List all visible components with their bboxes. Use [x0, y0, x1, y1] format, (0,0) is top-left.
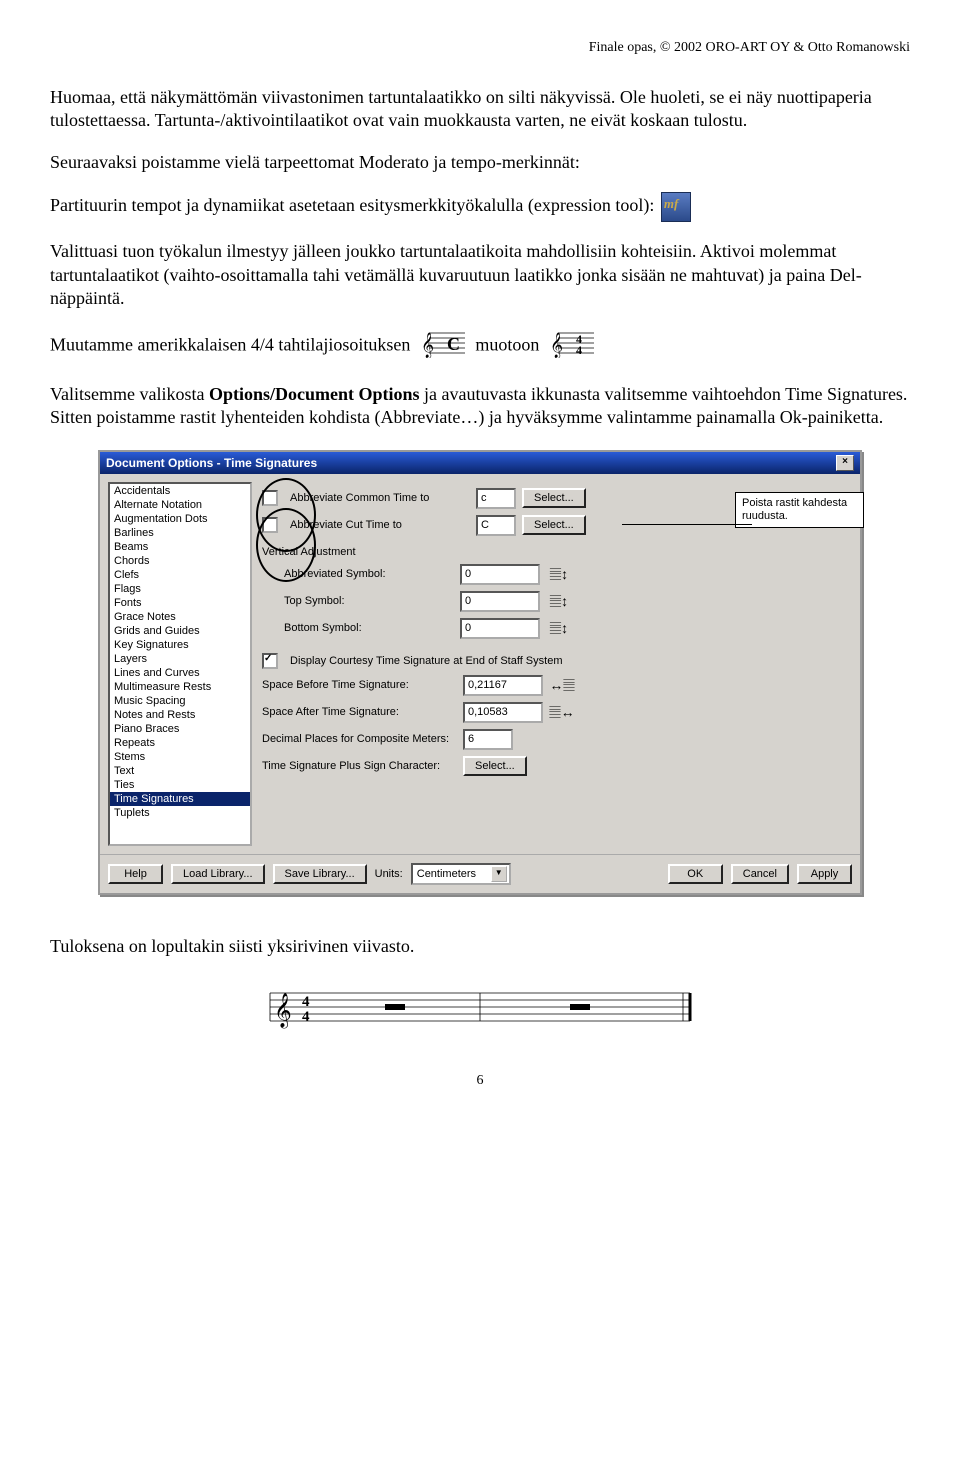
bottom-symbol-input[interactable]: 0 — [460, 618, 540, 639]
result-staff-image: 𝄞 4 4 — [50, 978, 910, 1043]
options-panel: Abbreviate Common Time to c Select... Ab… — [262, 482, 852, 846]
staff-harrow-icon: 𝄚↔ — [549, 705, 575, 719]
list-item[interactable]: Clefs — [110, 568, 250, 582]
list-item[interactable]: Piano Braces — [110, 722, 250, 736]
help-button[interactable]: Help — [108, 864, 163, 884]
list-item[interactable]: Accidentals — [110, 484, 250, 498]
para-1: Huomaa, että näkymättömän viivastonimen … — [50, 86, 910, 133]
list-item[interactable]: Text — [110, 764, 250, 778]
document-options-dialog: Document Options - Time Signatures × Acc… — [98, 450, 862, 895]
space-after-input[interactable]: 0,10583 — [463, 702, 543, 723]
svg-text:4: 4 — [302, 1009, 310, 1025]
top-symbol-label: Top Symbol: — [284, 595, 454, 607]
abbr-cut-input[interactable]: C — [476, 515, 516, 536]
list-item[interactable]: Barlines — [110, 526, 250, 540]
annotation-box: Poista rastit kahdesta ruudusta. — [735, 492, 864, 528]
para-5: Muutamme amerikkalaisen 4/4 tahtilajioso… — [50, 328, 910, 364]
para-4: Valittuasi tuon työkalun ilmestyy jällee… — [50, 240, 910, 310]
result-text: Tuloksena on lopultakin siisti yksirivin… — [50, 935, 910, 958]
list-item[interactable]: Repeats — [110, 736, 250, 750]
cancel-button[interactable]: Cancel — [731, 864, 789, 884]
list-item[interactable]: Grace Notes — [110, 610, 250, 624]
para-5b: muotoon — [475, 335, 539, 355]
list-item[interactable]: Chords — [110, 554, 250, 568]
decimal-places-label: Decimal Places for Composite Meters: — [262, 733, 457, 745]
svg-text:4: 4 — [302, 994, 310, 1010]
list-item[interactable]: Augmentation Dots — [110, 512, 250, 526]
para-6-bold: Options/Document Options — [209, 384, 420, 404]
space-after-label: Space After Time Signature: — [262, 706, 457, 718]
list-item[interactable]: Music Spacing — [110, 694, 250, 708]
courtesy-label: Display Courtesy Time Signature at End o… — [290, 655, 562, 667]
para-6a: Valitsemme valikosta — [50, 384, 209, 404]
units-dropdown[interactable]: Centimeters ▼ — [411, 863, 511, 885]
ok-button[interactable]: OK — [668, 864, 723, 884]
list-item[interactable]: Key Signatures — [110, 638, 250, 652]
para-6: Valitsemme valikosta Options/Document Op… — [50, 383, 910, 430]
para-3: Partituurin tempot ja dynamiikat aseteta… — [50, 192, 910, 222]
list-item[interactable]: Multimeasure Rests — [110, 680, 250, 694]
staff-harrow-icon: ↔𝄚 — [549, 678, 575, 692]
expression-tool-icon — [661, 192, 691, 222]
annotation-line — [622, 524, 752, 526]
abbr-cut-select-button[interactable]: Select... — [522, 515, 586, 535]
staff-glyph-icon: 𝄚↕ — [546, 621, 572, 635]
para-3-text: Partituurin tempot ja dynamiikat aseteta… — [50, 195, 659, 215]
close-icon[interactable]: × — [836, 455, 854, 471]
list-item[interactable]: Time Signatures — [110, 792, 250, 806]
header-copyright: Finale opas, © 2002 ORO-ART OY & Otto Ro… — [50, 40, 910, 56]
decimal-places-input[interactable]: 6 — [463, 729, 513, 750]
staff-glyph-icon: 𝄚↕ — [546, 567, 572, 581]
list-item[interactable]: Lines and Curves — [110, 666, 250, 680]
units-label: Units: — [375, 868, 403, 880]
list-item[interactable]: Grids and Guides — [110, 624, 250, 638]
svg-text:C: C — [447, 334, 460, 354]
category-listbox[interactable]: AccidentalsAlternate NotationAugmentatio… — [108, 482, 252, 846]
dialog-titlebar: Document Options - Time Signatures × — [100, 452, 860, 474]
abbr-common-select-button[interactable]: Select... — [522, 488, 586, 508]
vertical-adjustment-label: Vertical Adjustment — [262, 546, 852, 558]
abbr-symbol-label: Abbreviated Symbol: — [284, 568, 454, 580]
list-item[interactable]: Ties — [110, 778, 250, 792]
abbr-symbol-input[interactable]: 0 — [460, 564, 540, 585]
time-sig-common-icon: 𝄞C — [421, 328, 465, 364]
courtesy-checkbox[interactable] — [262, 653, 278, 669]
svg-text:4: 4 — [576, 343, 582, 357]
page-number: 6 — [50, 1073, 910, 1089]
list-item[interactable]: Layers — [110, 652, 250, 666]
svg-text:𝄞: 𝄞 — [550, 332, 563, 358]
dialog-title: Document Options - Time Signatures — [106, 456, 317, 470]
plus-sign-select-button[interactable]: Select... — [463, 756, 527, 776]
load-library-button[interactable]: Load Library... — [171, 864, 265, 884]
save-library-button[interactable]: Save Library... — [273, 864, 367, 884]
plus-sign-label: Time Signature Plus Sign Character: — [262, 760, 457, 772]
space-before-input[interactable]: 0,21167 — [463, 675, 543, 696]
abbr-cut-label: Abbreviate Cut Time to — [290, 519, 470, 531]
list-item[interactable]: Beams — [110, 540, 250, 554]
space-before-label: Space Before Time Signature: — [262, 679, 457, 691]
abbr-cut-checkbox[interactable] — [262, 517, 278, 533]
time-sig-44-icon: 𝄞44 — [550, 328, 594, 364]
para-5a: Muutamme amerikkalaisen 4/4 tahtilajioso… — [50, 335, 410, 355]
abbr-common-input[interactable]: c — [476, 488, 516, 509]
list-item[interactable]: Tuplets — [110, 806, 250, 820]
list-item[interactable]: Notes and Rests — [110, 708, 250, 722]
list-item[interactable]: Flags — [110, 582, 250, 596]
chevron-down-icon: ▼ — [491, 866, 507, 882]
list-item[interactable]: Stems — [110, 750, 250, 764]
top-symbol-input[interactable]: 0 — [460, 591, 540, 612]
para-2: Seuraavaksi poistamme vielä tarpeettomat… — [50, 151, 910, 174]
staff-glyph-icon: 𝄚↕ — [546, 594, 572, 608]
dialog-footer: Help Load Library... Save Library... Uni… — [100, 854, 860, 893]
list-item[interactable]: Fonts — [110, 596, 250, 610]
bottom-symbol-label: Bottom Symbol: — [284, 622, 454, 634]
apply-button[interactable]: Apply — [797, 864, 852, 884]
units-value: Centimeters — [417, 868, 476, 880]
abbr-common-checkbox[interactable] — [262, 490, 278, 506]
svg-text:𝄞: 𝄞 — [274, 993, 292, 1029]
svg-text:𝄞: 𝄞 — [421, 332, 434, 358]
abbr-common-label: Abbreviate Common Time to — [290, 492, 470, 504]
list-item[interactable]: Alternate Notation — [110, 498, 250, 512]
